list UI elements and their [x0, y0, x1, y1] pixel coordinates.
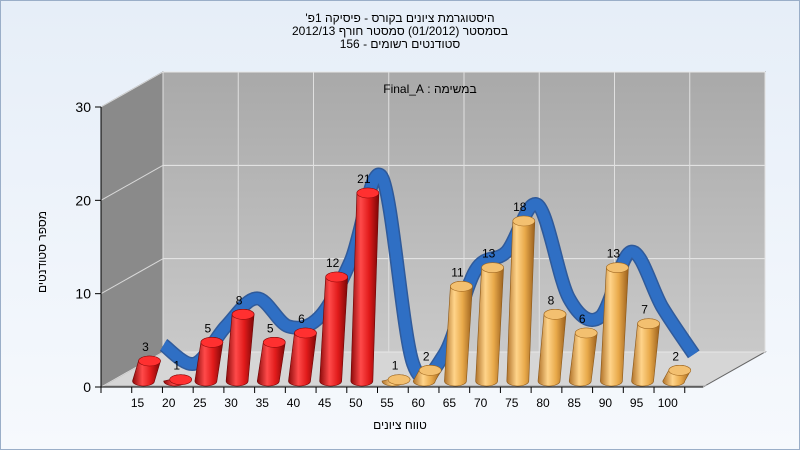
bar-70: 13 [475, 247, 504, 387]
bar-top [325, 271, 348, 283]
x-tick-label: 45 [318, 396, 332, 410]
bar-top [450, 281, 473, 292]
y-axis-label: מספר סטודנטים [35, 210, 49, 294]
data-label: 8 [236, 293, 243, 307]
data-label: 1 [392, 359, 399, 373]
bar-top [606, 262, 629, 273]
x-tick-label: 90 [599, 396, 613, 410]
data-label: 3 [142, 340, 149, 354]
data-label: 13 [607, 247, 621, 261]
bar-40: 6 [288, 312, 317, 387]
y-tick-label: 10 [75, 286, 91, 302]
chart-side-wall [100, 71, 164, 388]
bar-top [481, 262, 504, 273]
x-tick-label: 25 [193, 396, 207, 410]
data-label: 7 [641, 303, 648, 317]
x-tick-label: 65 [443, 396, 457, 410]
bar-90: 13 [600, 247, 629, 387]
bar-top [262, 337, 286, 348]
x-tick-label: 100 [658, 396, 678, 410]
x-tick-label: 35 [256, 396, 270, 410]
chart-title-line-3: סטודנטים רשומים - 156 [339, 37, 461, 51]
y-tick-label: 30 [75, 99, 91, 115]
bar-95: 7 [631, 303, 660, 387]
side-gridline [100, 258, 164, 295]
data-label: 11 [451, 265, 464, 279]
bar-35: 5 [256, 321, 286, 387]
bar-top [231, 309, 255, 320]
data-label: 2 [672, 349, 679, 363]
data-label: 18 [513, 200, 527, 214]
bar-top [418, 365, 442, 376]
x-tick-label: 30 [224, 396, 238, 410]
x-tick-label: 40 [287, 396, 301, 410]
x-tick-label: 15 [131, 396, 145, 410]
bar-15: 3 [132, 340, 161, 387]
side-gridline [100, 164, 164, 201]
x-tick-label: 60 [412, 396, 426, 410]
data-label: 8 [548, 293, 555, 307]
x-tick-label: 95 [630, 396, 644, 410]
data-label: 1 [173, 359, 180, 373]
bar-top [356, 187, 380, 199]
x-tick-label: 50 [349, 396, 363, 410]
bar-80: 8 [537, 293, 567, 387]
data-label: 5 [205, 321, 212, 335]
side-gridline [100, 71, 164, 108]
x-tick-label: 20 [162, 396, 176, 410]
bar-top [574, 327, 598, 339]
data-label: 12 [326, 256, 340, 270]
bar-top [512, 215, 536, 227]
bar-top [169, 374, 193, 385]
x-tick-label: 80 [536, 396, 550, 410]
bar-top [138, 355, 161, 367]
x-tick-label: 70 [474, 396, 488, 410]
chart-title-line-2: בסמסטר (01/2012) סמסטר חורף 2012/13 [291, 24, 509, 38]
bar-25: 5 [194, 321, 224, 387]
bar-85: 6 [568, 312, 598, 387]
data-label: 6 [298, 312, 305, 326]
x-tick-label: 75 [505, 396, 519, 410]
bar-top [294, 327, 317, 339]
data-label: 6 [579, 312, 586, 326]
data-label: 13 [482, 247, 496, 261]
x-tick-label: 85 [568, 396, 582, 410]
bar-20: 1 [163, 359, 193, 387]
bar-top [200, 337, 224, 348]
y-tick-label: 20 [75, 192, 91, 208]
y-tick-label: 0 [83, 379, 91, 395]
bar-60: 2 [412, 349, 442, 387]
data-label: 21 [357, 172, 371, 186]
task-annotation: במשימה : Final_A [383, 82, 477, 96]
bar-45: 12 [319, 256, 348, 387]
bar-65: 11 [444, 265, 473, 387]
bar-55: 1 [381, 359, 411, 387]
bar-top [637, 318, 660, 329]
bar-top [387, 374, 411, 385]
bar-75: 18 [506, 200, 536, 387]
bar-top [543, 309, 567, 320]
x-tick-label: 55 [380, 396, 394, 410]
bar-top [668, 365, 692, 376]
bar-100: 2 [662, 349, 692, 387]
data-label: 5 [267, 321, 274, 335]
chart-title-line-1: היסטוגרמת ציונים בקורס - פיסיקה 1פ' [305, 11, 495, 25]
data-label: 2 [423, 349, 430, 363]
bar-50: 21 [350, 172, 380, 387]
x-axis-label: טווח ציונים [373, 418, 427, 432]
bar-30: 8 [225, 293, 255, 387]
